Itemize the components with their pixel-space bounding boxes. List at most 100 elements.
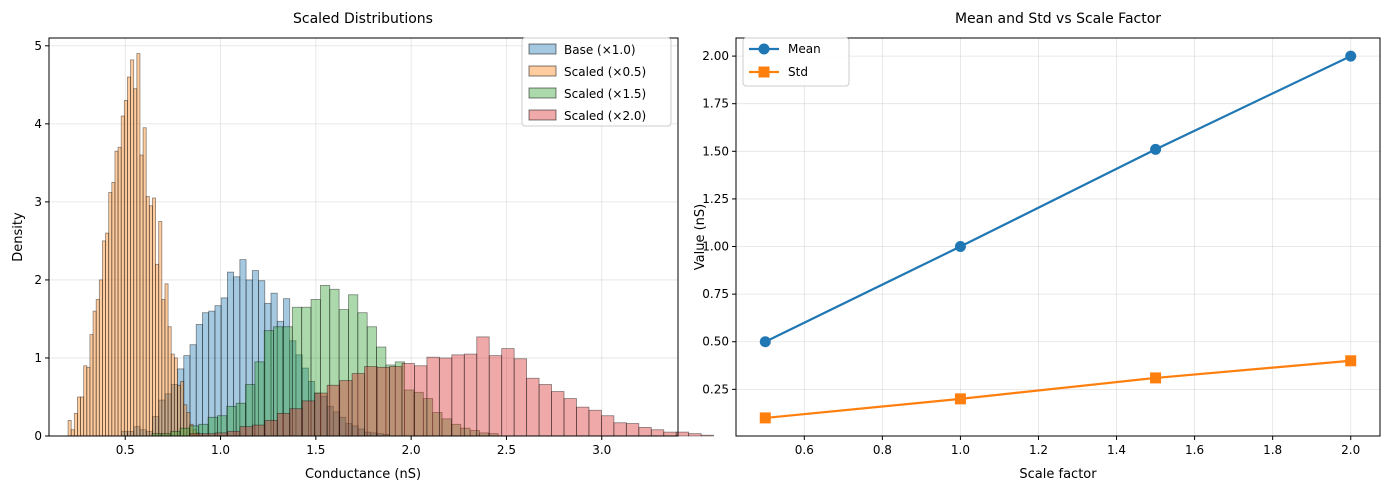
legend-label-scaled-2-0: Scaled (×2.0) xyxy=(564,109,646,123)
hist-bar xyxy=(148,205,153,437)
left-x-tick-label: 3.0 xyxy=(592,443,611,457)
legend-entry-scaled-0-5: Scaled (×0.5) xyxy=(528,65,646,79)
hist-bar xyxy=(675,431,690,437)
hist-bar xyxy=(108,192,113,437)
hist-bar xyxy=(136,53,141,437)
hist-bar xyxy=(67,419,72,437)
hist-bar xyxy=(80,396,85,437)
hist-bar xyxy=(142,127,147,437)
hist-bar xyxy=(488,355,503,437)
hist-series-scaled-2-0 xyxy=(189,336,715,437)
right-y-tick-label: 0.50 xyxy=(702,335,729,349)
hist-bar xyxy=(551,391,565,437)
right-y-tick-label: 1.75 xyxy=(702,97,729,111)
mean-point xyxy=(954,241,966,253)
legend-entry-scaled-1-5: Scaled (×1.5) xyxy=(528,87,646,101)
hist-bar xyxy=(526,377,540,437)
mean-point xyxy=(1345,50,1357,62)
right-x-tick-label: 1.2 xyxy=(1029,443,1048,457)
legend-swatch-scaled-0-5 xyxy=(528,65,557,77)
legend-marker-mean xyxy=(758,43,770,55)
hist-bar xyxy=(83,365,88,437)
hist-bar xyxy=(326,384,341,437)
hist-bar xyxy=(139,154,144,437)
right-y-tick-label: 2.00 xyxy=(702,49,729,63)
hist-bar xyxy=(289,408,303,437)
hist-bar xyxy=(123,100,128,437)
mean-line xyxy=(764,55,1352,343)
legend-swatch-scaled-1-5 xyxy=(528,87,557,99)
right-y-tick-label: 1.25 xyxy=(702,192,729,206)
legend-marker-std xyxy=(758,66,770,78)
hist-bar xyxy=(576,406,590,437)
hist-bar xyxy=(161,299,166,437)
hist-bar xyxy=(227,430,241,437)
hist-bar xyxy=(152,197,156,437)
hist-series-base-1-0 xyxy=(121,259,390,437)
hist-bar xyxy=(625,423,640,437)
std-point xyxy=(1345,355,1357,367)
hist-bar xyxy=(650,429,665,437)
right-x-tick-label: 1.8 xyxy=(1263,443,1282,457)
hist-bar xyxy=(133,88,138,437)
hist-bar xyxy=(276,412,291,437)
hist-bar xyxy=(179,427,190,437)
hist-bar xyxy=(538,384,552,437)
right-y-tick-label: 0.25 xyxy=(702,382,729,396)
left-y-tick-label: 4 xyxy=(34,117,42,131)
right-gridlines xyxy=(736,38,1380,436)
right-x-tick-label: 0.6 xyxy=(795,443,814,457)
hist-series-scaled-1-5 xyxy=(151,284,499,437)
hist-bar xyxy=(251,424,266,437)
legend-swatch-scaled-2-0 xyxy=(528,109,557,121)
hist-bar xyxy=(102,240,106,437)
left-legend-box xyxy=(521,37,672,127)
hist-bar xyxy=(127,76,131,437)
left-x-tick-label: 1.5 xyxy=(306,443,325,457)
hist-bar xyxy=(170,353,175,437)
hist-bar xyxy=(401,363,415,437)
hist-bar xyxy=(364,366,378,437)
hist-bar xyxy=(89,334,94,437)
hist-bar xyxy=(111,181,116,437)
hist-bar xyxy=(688,433,702,437)
hist-series-scaled-0-5 xyxy=(67,53,200,437)
hist-bar xyxy=(170,430,181,437)
right-y-tick-label: 0.75 xyxy=(702,287,729,301)
hist-bar xyxy=(563,398,577,437)
hist-bar xyxy=(351,373,365,437)
legend-swatch-base xyxy=(528,43,557,55)
hist-bar xyxy=(98,279,103,437)
legend-entry-std: Std xyxy=(749,65,808,79)
left-y-tick-label: 3 xyxy=(34,195,42,209)
histogram-bars xyxy=(67,53,715,437)
hist-bar xyxy=(105,232,110,437)
hist-bar xyxy=(613,422,627,437)
hist-bar xyxy=(264,419,278,437)
legend-entry-mean: Mean xyxy=(749,42,821,56)
mean-point xyxy=(759,336,771,348)
hist-bar xyxy=(117,146,122,437)
left-x-ticks: 0.5 1.0 1.5 2.0 2.5 3.0 xyxy=(116,436,611,457)
legend-entry-scaled-2-0: Scaled (×2.0) xyxy=(528,109,646,123)
hist-bar xyxy=(70,429,75,437)
hist-bar xyxy=(476,336,490,437)
right-y-tick-label: 1.50 xyxy=(702,144,729,158)
hist-bar xyxy=(195,324,203,437)
hist-bar xyxy=(301,400,316,437)
hist-bar xyxy=(73,412,78,437)
legend-label-base: Base (×1.0) xyxy=(564,43,636,57)
legend-entry-base: Base (×1.0) xyxy=(528,43,636,57)
hist-bar xyxy=(414,365,428,437)
hist-bar xyxy=(114,150,119,437)
hist-bar xyxy=(663,431,677,437)
right-x-tick-label: 0.8 xyxy=(873,443,892,457)
std-point xyxy=(759,412,771,424)
right-y-tick-label: 1.00 xyxy=(702,240,729,254)
left-chart-title: Scaled Distributions xyxy=(293,11,433,27)
left-y-ticks: 0 1 2 3 4 5 xyxy=(34,39,49,443)
hist-bar xyxy=(95,299,100,437)
histogram-chart: 0.5 1.0 1.5 2.0 2.5 3.0 0 1 2 3 4 5 Scaled Distrib… xyxy=(11,11,715,482)
